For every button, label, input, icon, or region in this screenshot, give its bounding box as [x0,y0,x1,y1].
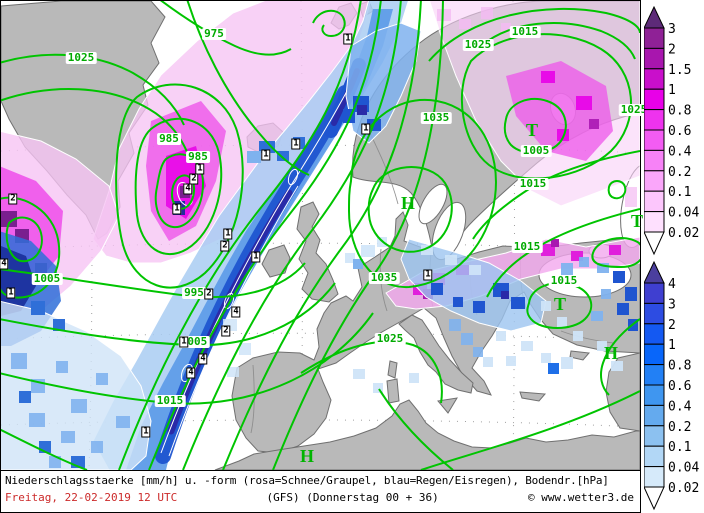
legend-cell [643,149,665,172]
legend-cell [643,364,665,386]
caption-model-run: (GFS) (Donnerstag 00 + 36) [266,491,439,504]
legend-tick-label: 0.2 [668,420,691,435]
caption-copyright: © www.wetter3.de [528,491,634,504]
legend-arrow-bottom [643,231,665,256]
legend-arrow-top [643,260,665,284]
legend-cell [643,445,665,468]
legend-tick-label: 0.4 [668,399,692,414]
legend-cell [643,384,665,406]
legend-tick-label: 3 [668,22,676,37]
legend-cell [643,466,665,488]
legend-tick-label: 0.1 [668,185,691,200]
legend-cell [643,425,665,447]
legend-svg: 3 2 1.5 1 0.8 0.6 0.4 0.2 0.1 0.04 0.02 [643,5,699,256]
legend-cell [643,302,665,325]
legend-cell [643,282,665,304]
land-corsica [387,360,398,379]
legend-cell [643,404,665,427]
legend-tick-label: 0.8 [668,359,691,374]
legend-cell [643,47,665,70]
legend-arrow-bottom [643,486,665,511]
legend-cell [643,343,665,366]
legend-snow-scale: 3 2 1.5 1 0.8 0.6 0.4 0.2 0.1 0.04 0.02 [643,5,702,258]
map-canvas [1,1,640,470]
land-italy [398,314,474,394]
land-britain [296,201,339,303]
legend-tick-label: 0.04 [668,461,699,476]
legend-cell [643,129,665,151]
caption-box: Niederschlagsstaerke [mm/h] u. -form (ro… [0,470,641,513]
legend-tick-label: 0.8 [668,104,691,119]
legend-cell [643,68,665,90]
land-crete [519,391,547,402]
legend-cell [643,109,665,131]
weather-map: 1025 975 985 985 1035 1025 1015 1005 1025 1015 101… [0,0,650,471]
legend-tick-label: 0.02 [668,481,699,496]
legend-tick-label: 2 [668,42,676,57]
legend-tick-label: 4 [668,277,676,292]
legend-tick-label: 0.2 [668,165,691,180]
caption-datetime: Freitag, 22-02-2019 12 UTC [5,491,178,504]
legend-cell [643,211,665,233]
land-ireland [261,244,291,278]
legend-tick-label: 1 [668,83,676,98]
legend-cell [643,88,665,111]
legend-cell [643,27,665,49]
legend-tick-label: 0.6 [668,379,691,394]
legend-tick-label: 2 [668,318,676,333]
legend-tick-label: 0.6 [668,124,691,139]
land-sicily [437,397,458,414]
legend-tick-label: 1.5 [668,63,691,78]
legend-cell [643,190,665,213]
legend-tick-label: 0.02 [668,226,699,241]
legend-svg: 4 3 2 1 0.8 0.6 0.4 0.2 0.1 0.04 0.02 [643,260,699,511]
legend-tick-label: 3 [668,297,676,312]
legend-tick-label: 0.4 [668,144,692,159]
legend-tick-label: 1 [668,338,676,353]
legend-tick-label: 0.04 [668,206,699,221]
legend-tick-label: 0.1 [668,440,691,455]
land-cyprus [569,350,590,361]
caption-meta: Freitag, 22-02-2019 12 UTC (GFS) (Donner… [1,487,640,504]
legend-arrow-top [643,5,665,29]
legend-cell [643,323,665,345]
caption-title: Niederschlagsstaerke [mm/h] u. -form (ro… [5,474,609,487]
legend-cell [643,170,665,192]
land-sardinia [386,378,400,404]
legend-rain-scale: 4 3 2 1 0.8 0.6 0.4 0.2 0.1 0.04 0.02 [643,260,702,513]
land-north-africa [214,399,640,470]
sea-bothnia [418,183,448,225]
